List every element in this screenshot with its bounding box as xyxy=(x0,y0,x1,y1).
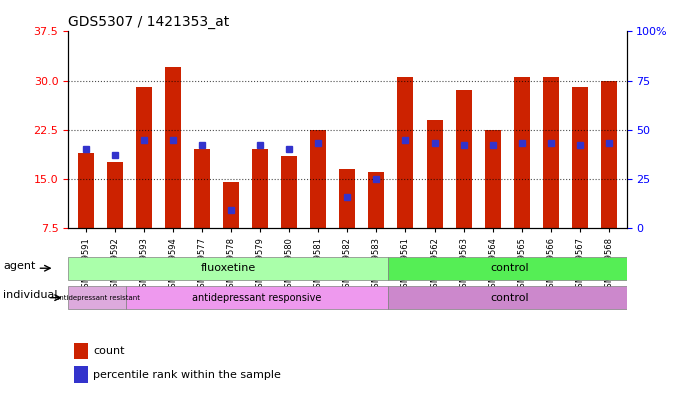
Bar xyxy=(601,81,617,228)
Bar xyxy=(514,77,530,228)
Bar xyxy=(543,77,559,228)
Bar xyxy=(311,130,326,228)
Bar xyxy=(74,343,88,359)
Bar xyxy=(398,77,413,228)
Text: individual: individual xyxy=(3,290,58,300)
Bar xyxy=(107,162,123,228)
Text: control: control xyxy=(491,263,530,273)
Bar xyxy=(426,120,443,228)
Bar xyxy=(194,149,210,228)
Bar xyxy=(339,169,355,228)
FancyBboxPatch shape xyxy=(68,286,126,309)
FancyBboxPatch shape xyxy=(126,286,388,309)
Text: fluoxetine: fluoxetine xyxy=(200,263,255,273)
Text: percentile rank within the sample: percentile rank within the sample xyxy=(93,370,281,380)
Text: control: control xyxy=(491,293,530,303)
Bar xyxy=(78,152,93,228)
Text: antidepressant resistant: antidepressant resistant xyxy=(54,295,140,301)
Bar xyxy=(252,149,268,228)
Bar xyxy=(281,156,297,228)
Text: count: count xyxy=(93,346,125,356)
Bar xyxy=(136,87,152,228)
FancyBboxPatch shape xyxy=(388,257,633,280)
Bar xyxy=(456,90,472,228)
Text: GDS5307 / 1421353_at: GDS5307 / 1421353_at xyxy=(68,15,229,29)
Bar xyxy=(368,172,384,228)
Bar xyxy=(74,366,88,383)
Text: agent: agent xyxy=(3,261,36,271)
FancyBboxPatch shape xyxy=(388,286,633,309)
Bar xyxy=(485,130,501,228)
Bar xyxy=(165,68,180,228)
Bar xyxy=(223,182,239,228)
FancyBboxPatch shape xyxy=(68,257,388,280)
Text: antidepressant responsive: antidepressant responsive xyxy=(193,293,322,303)
Bar xyxy=(572,87,588,228)
